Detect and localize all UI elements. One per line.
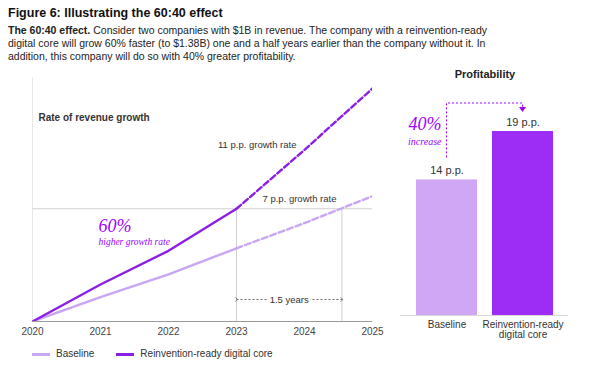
svg-text:40%: 40% — [409, 114, 442, 134]
html-text:Figure 6: Illustrating the 60:: Figure 6: Illustrating the 60:40 effect — [8, 6, 223, 20]
svg-text:19 p.p.: 19 p.p. — [506, 116, 540, 128]
svg-text:increase: increase — [408, 136, 442, 147]
svg-text:2025: 2025 — [361, 326, 384, 337]
html-text:Reinvention-ready digital core: Reinvention-ready digital core — [140, 348, 273, 359]
svg-text:60%: 60% — [99, 216, 132, 236]
svg-text:Rate of revenue growth: Rate of revenue growth — [39, 112, 150, 123]
html-text:Baseline: Baseline — [56, 348, 95, 359]
svg-text:2023: 2023 — [225, 326, 248, 337]
svg-text:higher growth rate: higher growth rate — [99, 237, 170, 247]
svg-text:11 p.p. growth rate: 11 p.p. growth rate — [218, 139, 297, 150]
svg-text:Baseline: Baseline — [428, 319, 467, 330]
svg-text:7 p.p. growth rate: 7 p.p. growth rate — [263, 193, 337, 204]
html-text:The 60:40 effect. Consider two: The 60:40 effect. Consider two companies… — [8, 24, 487, 62]
svg-text:2022: 2022 — [157, 326, 180, 337]
svg-text:Reinvention-readydigital core: Reinvention-readydigital core — [482, 319, 563, 340]
svg-text:14 p.p.: 14 p.p. — [430, 164, 464, 176]
svg-text:2024: 2024 — [293, 326, 316, 337]
svg-text:1.5 years: 1.5 years — [270, 294, 309, 305]
svg-text:2021: 2021 — [89, 326, 112, 337]
html-text:Profitability: Profitability — [454, 68, 516, 80]
svg-text:2020: 2020 — [21, 326, 44, 337]
